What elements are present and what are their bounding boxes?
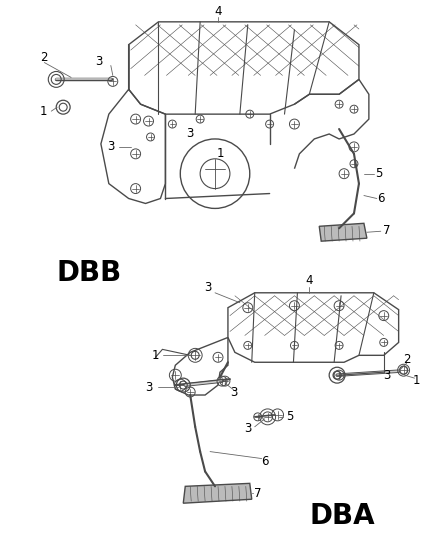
Text: 1: 1 <box>152 349 159 362</box>
Text: 7: 7 <box>383 224 391 237</box>
Text: 3: 3 <box>383 369 390 382</box>
Text: 7: 7 <box>254 487 261 500</box>
Text: 5: 5 <box>375 167 382 180</box>
Text: 3: 3 <box>205 281 212 294</box>
Text: 1: 1 <box>413 374 420 386</box>
Text: 6: 6 <box>377 192 385 205</box>
Text: 2: 2 <box>41 51 48 64</box>
Polygon shape <box>183 483 252 503</box>
Text: 2: 2 <box>403 353 410 366</box>
Text: 3: 3 <box>230 385 237 399</box>
Text: 1: 1 <box>39 104 47 118</box>
Text: 3: 3 <box>244 422 251 435</box>
Text: 1: 1 <box>216 147 224 160</box>
Text: 6: 6 <box>261 455 268 468</box>
Text: 3: 3 <box>95 55 102 68</box>
Text: 3: 3 <box>145 381 152 393</box>
Polygon shape <box>319 223 367 241</box>
Text: 4: 4 <box>214 5 222 19</box>
Text: 3: 3 <box>187 127 194 141</box>
Text: 3: 3 <box>107 140 114 154</box>
Text: 4: 4 <box>306 274 313 287</box>
Text: DBA: DBA <box>309 502 375 530</box>
Text: 5: 5 <box>286 410 293 423</box>
Text: DBB: DBB <box>56 259 121 287</box>
